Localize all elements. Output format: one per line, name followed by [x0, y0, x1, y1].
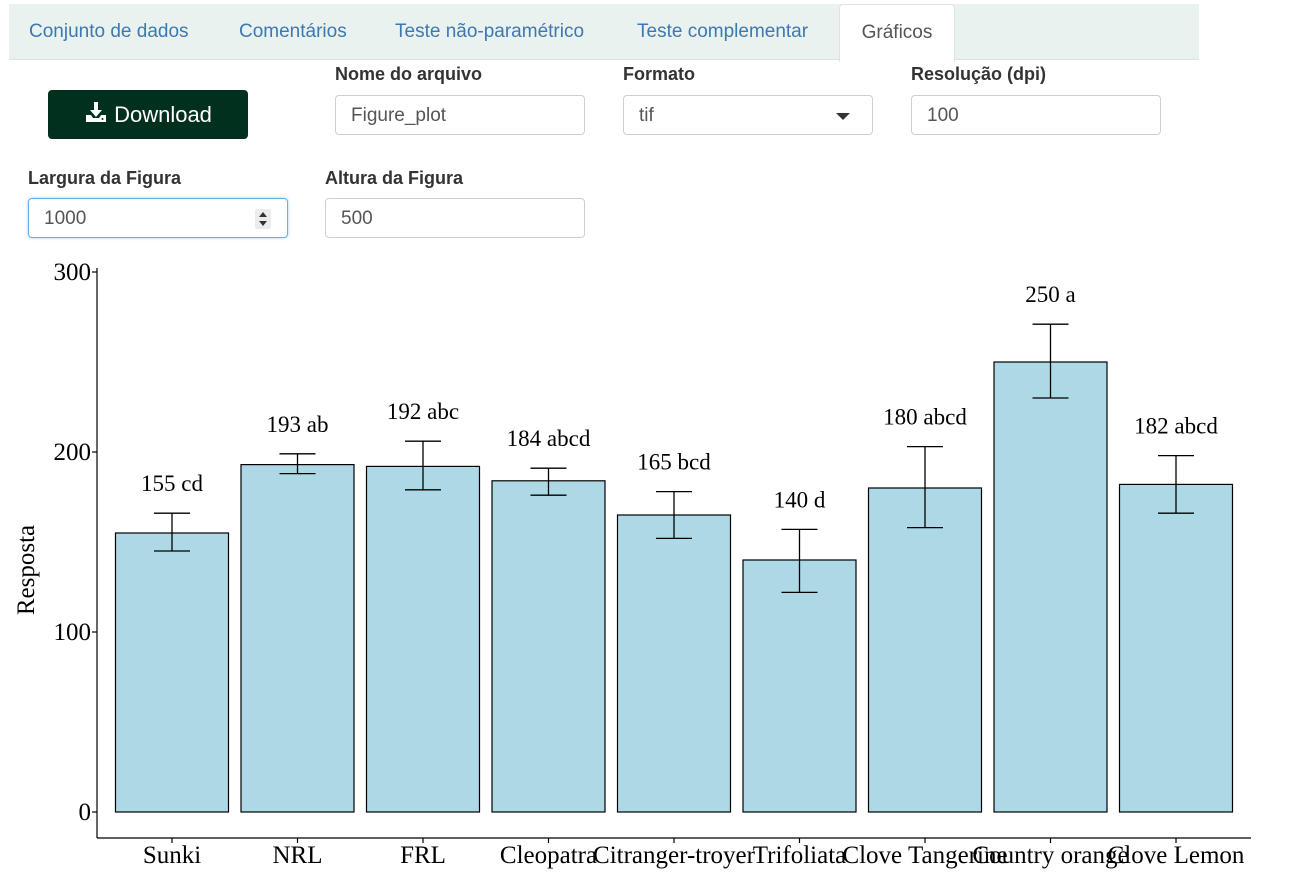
- x-tick-label: Clove Lemon: [1108, 842, 1245, 869]
- tab-complementary-test[interactable]: Teste complementar: [637, 21, 809, 42]
- bar: [365, 465, 481, 813]
- resolution-input[interactable]: 100: [911, 95, 1161, 135]
- x-tick-label: NRL: [273, 842, 323, 869]
- y-tick-label: 300: [54, 259, 92, 286]
- bar-value-label: 250 a: [1025, 282, 1075, 307]
- download-icon: [84, 100, 108, 130]
- filename-label: Nome do arquivo: [335, 64, 483, 84]
- y-tick-label: 0: [79, 799, 92, 826]
- width-input[interactable]: 1000: [28, 198, 288, 238]
- tab-dataset[interactable]: Conjunto de dados: [29, 21, 189, 42]
- format-value: tif: [639, 105, 654, 126]
- tab-nonparametric-test[interactable]: Teste não-paramétrico: [395, 21, 585, 42]
- bar: [240, 464, 355, 813]
- bar-value-label: 193 ab: [267, 412, 329, 437]
- bar-value-label: 155 cd: [141, 471, 203, 496]
- height-label: Altura da Figura: [325, 168, 464, 188]
- download-button[interactable]: Download: [48, 90, 248, 139]
- bar-value-label: 165 bcd: [637, 450, 711, 475]
- bar: [114, 532, 230, 813]
- bar: [1118, 483, 1234, 813]
- chevron-down-icon: [836, 113, 850, 120]
- bar: [616, 514, 732, 813]
- download-label: Download: [114, 101, 212, 127]
- bar: [491, 480, 606, 813]
- bar: [742, 559, 857, 813]
- y-axis-title: Resposta: [13, 525, 40, 615]
- bar: [867, 487, 983, 813]
- bar-value-label: 182 abcd: [1134, 414, 1218, 439]
- x-tick-label: Trifoliata: [753, 842, 847, 869]
- bar-value-label: 192 abc: [387, 399, 459, 424]
- width-value: 1000: [44, 208, 87, 229]
- format-label: Formato: [623, 64, 695, 84]
- bar-chart: 0 100 200 300 Resposta 155 cd Sunki 193 ab NRL 19…: [13, 259, 1251, 869]
- y-tick-label: 100: [54, 619, 92, 646]
- format-select[interactable]: tif: [623, 95, 873, 135]
- bar-value-label: 184 abcd: [507, 426, 591, 451]
- bar: [993, 361, 1108, 813]
- filename-input[interactable]: Figure_plot: [335, 95, 585, 135]
- tab-bar: Conjunto de dados Comentários Teste não-…: [9, 4, 1199, 62]
- x-tick-label: Cleopatra: [500, 842, 597, 869]
- x-tick-label: FRL: [400, 842, 446, 869]
- resolution-label: Resolução (dpi): [911, 64, 1047, 84]
- x-tick-label: Citranger-troyer: [593, 842, 756, 869]
- bar-value-label: 180 abcd: [883, 405, 967, 430]
- x-tick-label: Country orange: [972, 842, 1128, 869]
- bar-value-label: 140 d: [774, 487, 826, 512]
- x-tick-label: Sunki: [143, 842, 201, 869]
- width-label: Largura da Figura: [28, 168, 182, 188]
- tab-comments[interactable]: Comentários: [239, 21, 347, 42]
- spinner-icon[interactable]: [255, 209, 271, 229]
- y-tick-label: 200: [54, 439, 92, 466]
- tab-graphics[interactable]: Gráficos: [839, 4, 955, 62]
- x-tick-label: Clove Tangerine: [842, 842, 1007, 869]
- height-input[interactable]: 500: [325, 198, 585, 238]
